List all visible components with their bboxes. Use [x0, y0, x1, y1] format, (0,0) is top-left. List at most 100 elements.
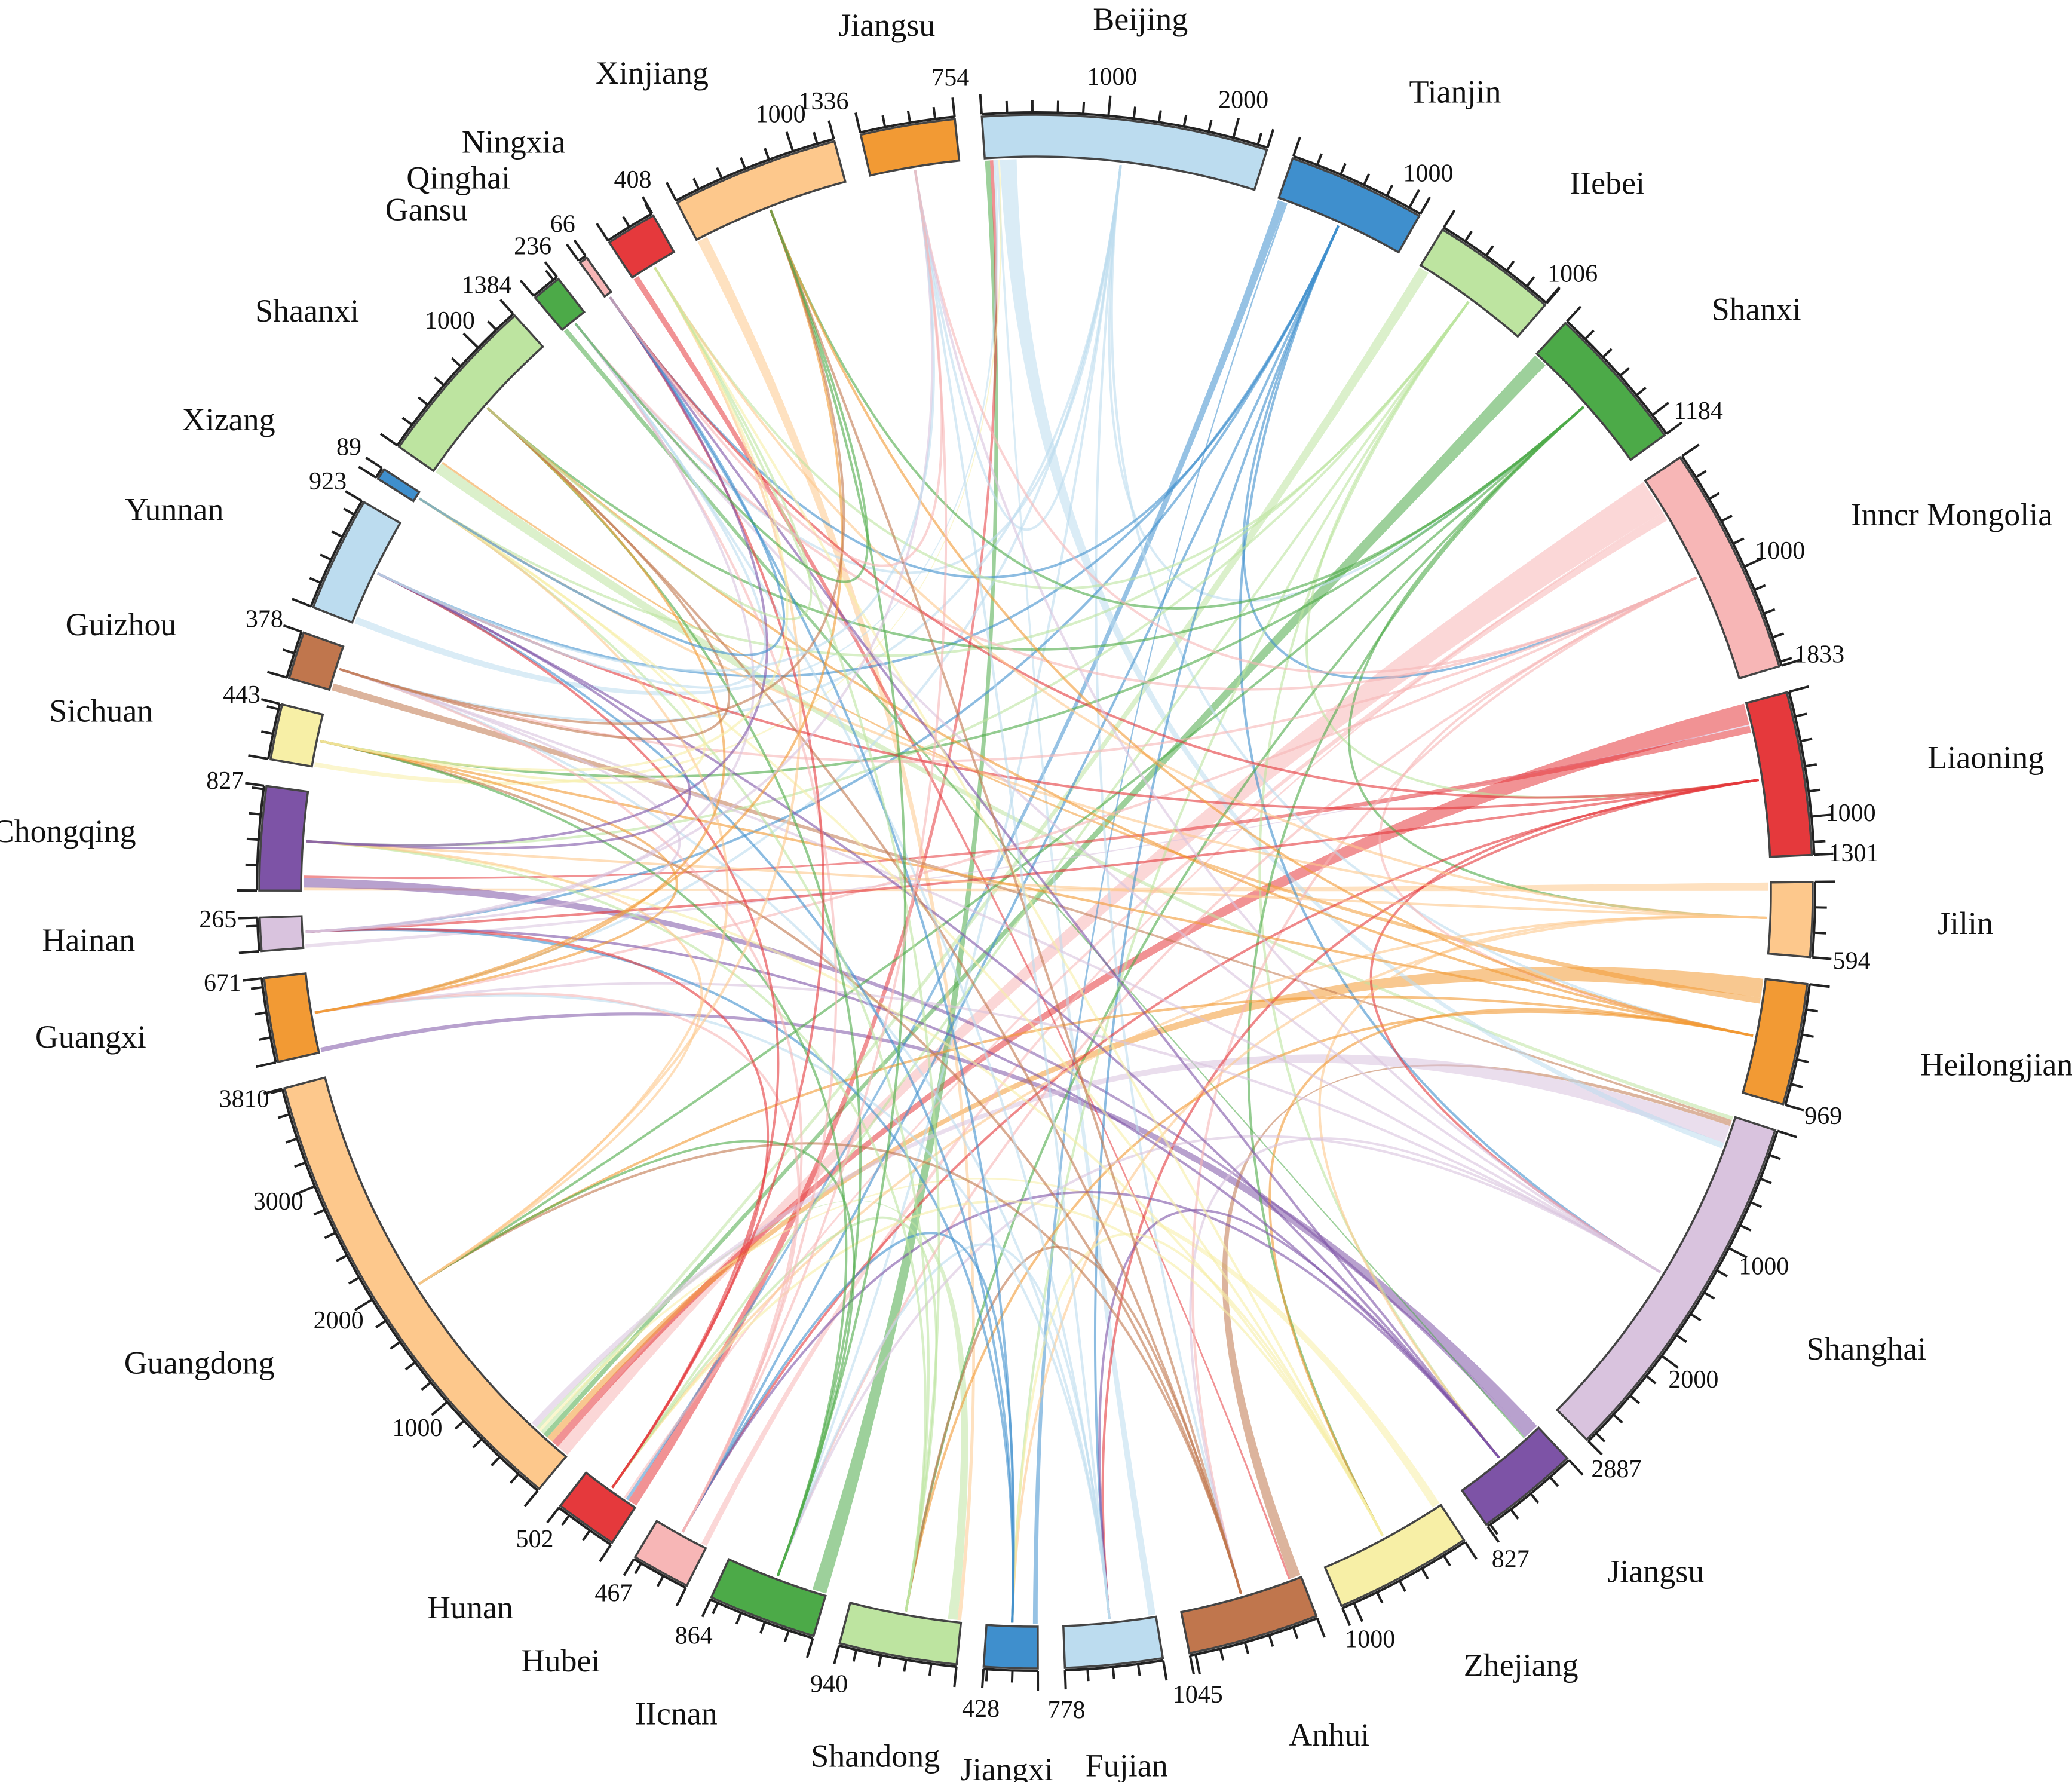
thread-guangdong-chongqing	[306, 840, 703, 1285]
axis-heilongjiang-7	[1784, 984, 1811, 1106]
region-label-gansu-27: Gansu	[385, 191, 468, 227]
tick-shandong-14	[928, 1663, 933, 1676]
axis-jilin-6	[1811, 881, 1816, 958]
axis-tianjin-1	[1293, 155, 1421, 215]
thread-hebei-jiangsu	[1258, 301, 1500, 1459]
ribbon-jiangsu-to-guangxi	[320, 1012, 1537, 1435]
thread-jiangxi-qinghai	[609, 296, 1015, 1623]
thread-fujian-jiangsu	[914, 170, 1111, 1620]
tick-qinghai-28	[565, 243, 580, 262]
tick-liaoning-5	[1788, 685, 1809, 693]
tick-hainan-20	[238, 950, 259, 954]
tick-shanghai-8	[1760, 1177, 1772, 1184]
thread-shanxi-sichuan	[320, 406, 1584, 778]
thread-tianjin-hainan	[305, 225, 1340, 933]
tick-tianjin-1	[1386, 184, 1394, 197]
tick-guangdong-18	[354, 1298, 373, 1312]
arc-beijing-0	[980, 114, 1268, 191]
thread-liaoning-fujian	[1101, 779, 1759, 1620]
tick-label-beijing-0: 2000	[1218, 87, 1268, 114]
tick-label-hainan-20: 265	[199, 906, 237, 933]
tick-zhejiang-10	[1353, 1602, 1364, 1622]
thread-shandong-xizang	[418, 497, 930, 1612]
tick-shanghai-8	[1690, 1313, 1702, 1322]
thread-liaoning-hainan	[305, 779, 1759, 933]
tick-liaoning-5	[1811, 813, 1832, 818]
tick-label-qinghai-28: 66	[550, 210, 575, 238]
tick-henan-15	[759, 1621, 766, 1634]
tick-gansu-27	[545, 270, 554, 281]
axis-shanghai-8	[1587, 1130, 1779, 1442]
axis-hubei-16	[633, 1558, 686, 1589]
axis-anhui-11	[1190, 1617, 1318, 1657]
tick-guangdong-18	[293, 1161, 306, 1168]
tick-beijing-0	[979, 94, 983, 115]
thread-jiangsu-qinghai	[609, 296, 1500, 1459]
region-label-anhui-11: Anhui	[1289, 1717, 1369, 1753]
thread-hainan-gansu	[305, 323, 755, 933]
axis-shandong-14	[838, 1644, 957, 1668]
tick-shanghai-8	[1645, 1374, 1657, 1385]
thread-shanxi-xinjiang	[769, 209, 1584, 610]
thread-tianjin-qinghai	[609, 225, 1340, 579]
tick-hunan-17	[582, 1529, 591, 1541]
tick-guangxi-19	[254, 1011, 267, 1016]
thread-henan-sichuan	[320, 740, 848, 1576]
thread-guangxi-shaanxi	[314, 407, 726, 1014]
ribbon-jilin-to-chongqing	[304, 882, 1768, 892]
tick-inner-mongolia-4	[1681, 443, 1700, 457]
end-tick-hunan-17	[546, 1507, 560, 1524]
thread-shanghai-gansu	[574, 323, 1662, 1273]
thread-hainan-jiangsu	[305, 170, 934, 933]
tick-jiangsu-9	[1489, 1524, 1498, 1535]
end-tick-anhui-11	[1188, 1655, 1196, 1675]
arc-hunan-17	[559, 1471, 637, 1544]
thread-jiangsu-fujian	[1098, 1208, 1500, 1620]
thread-heilongjiang-shaanxi	[486, 407, 1754, 1037]
tick-guangdong-18	[324, 1231, 336, 1239]
tick-beijing-0	[1256, 133, 1262, 145]
tick-label-anhui-11: 1045	[1173, 1681, 1223, 1708]
region-label-heilongjiang-7: Heilongjiang	[1920, 1047, 2072, 1083]
tick-label-shanxi-3: 1184	[1673, 397, 1722, 425]
tick-zhejiang-10	[1376, 1591, 1384, 1604]
tick-xizang-25	[358, 466, 377, 479]
thread-inner-mongolia-gansu	[574, 323, 1697, 691]
thread-jiangxi-hainan	[305, 928, 1014, 1623]
tick-shandong-14	[953, 1666, 958, 1688]
end-tick-liaoning-5	[1814, 852, 1834, 856]
arc-shandong-14	[838, 1601, 963, 1666]
tick-label-xinjiang-30: 1000	[756, 100, 806, 128]
thread-tianjin-fujian	[1093, 225, 1340, 1620]
region-label-guizhou-23: Guizhou	[66, 607, 177, 642]
end-tick-guizhou-23	[283, 624, 302, 633]
tick-shandong-14	[903, 1659, 908, 1672]
thread-shanghai-guangxi	[314, 982, 1662, 1273]
arc-anhui-11	[1180, 1575, 1318, 1655]
tick-guangdong-18	[295, 1185, 315, 1195]
axis-hebei-2	[1443, 226, 1548, 304]
thread-beijing-jiangsu	[914, 164, 1122, 531]
end-tick-heilongjiang-7	[1785, 1103, 1804, 1112]
tick-sichuan-22	[248, 754, 269, 760]
thread-shanghai-guizhou	[339, 668, 1662, 1273]
thread-shanghai-henan	[776, 1135, 1662, 1576]
ribbon-shanghai-to-guangdong	[531, 1054, 1730, 1428]
tick-jiangsu-31	[906, 111, 912, 123]
end-tick-ningxia-29	[642, 196, 654, 215]
tick-inner-mongolia-4	[1780, 657, 1792, 663]
end-tick-zhejiang-10	[1341, 1608, 1351, 1627]
tick-inner-mongolia-4	[1721, 514, 1733, 522]
thread-henan-xinjiang	[769, 209, 906, 1576]
axis-shanxi-3	[1566, 320, 1668, 435]
thread-heilongjiang-zhejiang	[1268, 1008, 1754, 1536]
tick-shanghai-8	[1728, 1247, 1748, 1259]
tick-hebei-2	[1485, 245, 1494, 256]
tick-xinjiang-30	[813, 131, 819, 145]
tick-heilongjiang-7	[1791, 1083, 1803, 1089]
tick-shanghai-8	[1661, 1355, 1679, 1369]
tick-liaoning-5	[1813, 840, 1826, 843]
tick-heilongjiang-7	[1801, 1033, 1814, 1038]
tick-hunan-17	[599, 1544, 612, 1563]
